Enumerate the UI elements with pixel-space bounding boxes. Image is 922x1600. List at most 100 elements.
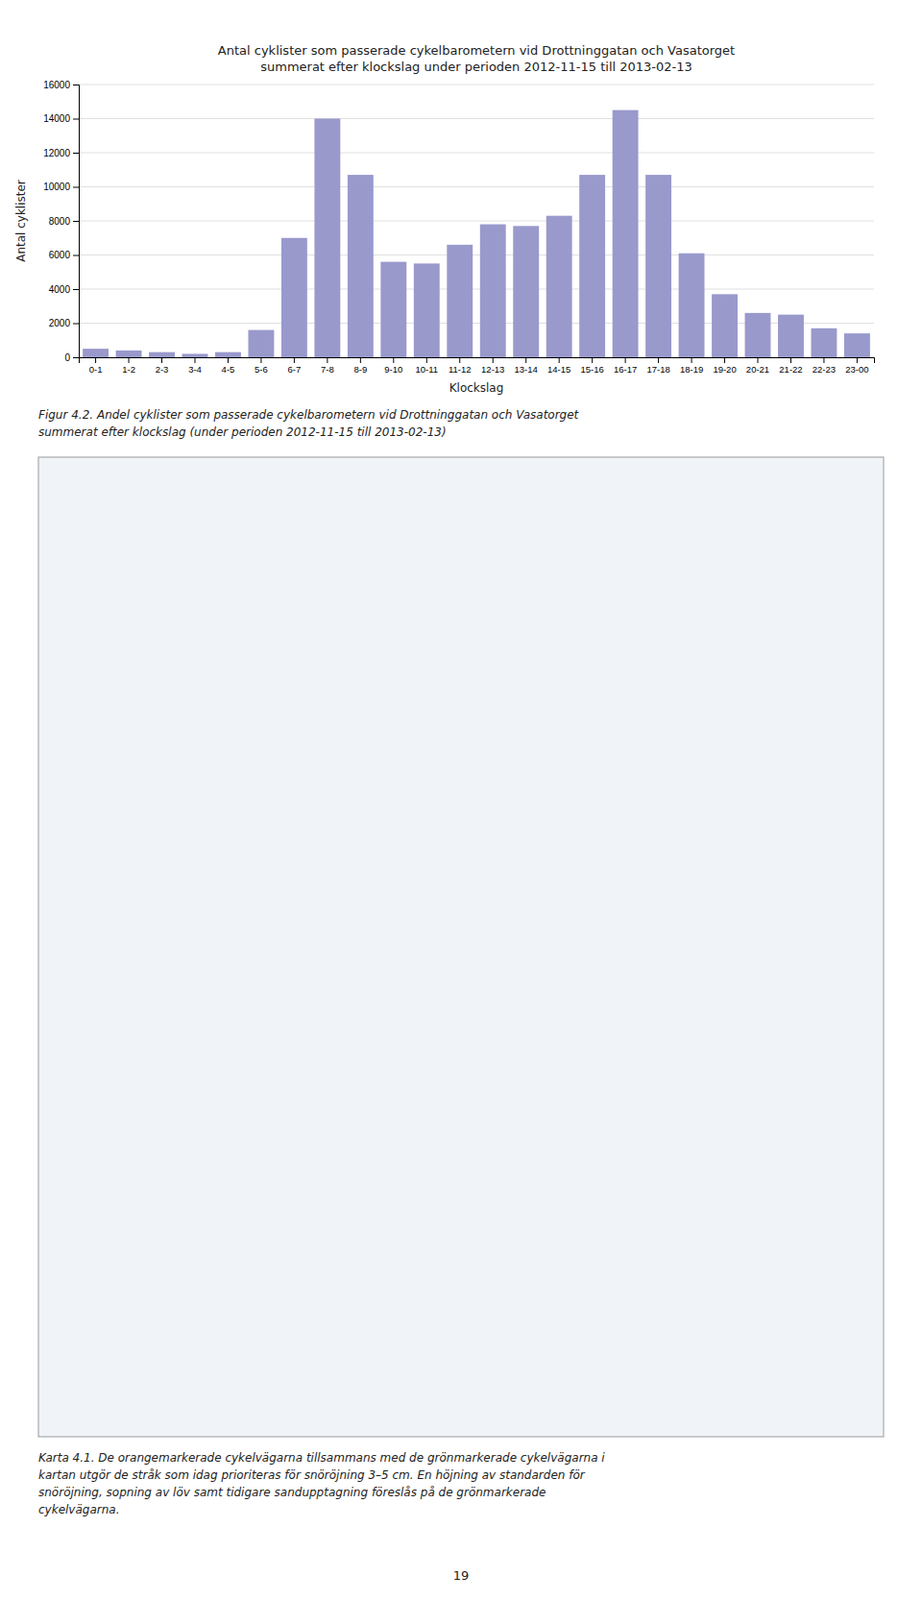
figure-caption-line: Figur 4.2. Andel cyklister som passerade…	[38, 408, 581, 422]
y-axis-line	[72, 85, 80, 359]
bar	[711, 293, 738, 358]
x-tick-label: 15-16	[580, 363, 604, 375]
x-tick: 7-8	[320, 357, 335, 375]
y-tick-mark	[72, 357, 79, 359]
x-tick-mark	[95, 357, 97, 364]
x-tick-mark	[293, 357, 295, 364]
page-number-line: 19	[453, 1568, 470, 1583]
x-tick: 2-3	[155, 357, 170, 375]
y-tick: 6000	[48, 249, 79, 261]
y-axis: 0 2000 4000 6000 8000 10000 12000 14000 16000	[43, 79, 79, 364]
x-tick-label: 20-21	[746, 363, 770, 375]
grid-line	[78, 289, 874, 291]
y-tick: 2000	[48, 317, 79, 329]
x-tick: 13-14	[514, 357, 538, 375]
y-tick: 8000	[48, 216, 79, 227]
x-tick-label: 5-6	[254, 363, 268, 375]
x-axis: 0-11-22-33-44-55-66-77-88-99-1010-1111-1…	[79, 357, 875, 375]
bar	[82, 348, 109, 358]
y-tick-label: 10000	[43, 181, 71, 193]
y-tick-mark	[72, 84, 79, 86]
y-tick-mark	[72, 255, 79, 257]
y-tick-mark	[72, 323, 79, 325]
x-tick-mark	[856, 357, 858, 364]
y-tick-label: 6000	[48, 249, 72, 261]
x-tick: 11-12	[448, 357, 472, 375]
y-tick-mark	[72, 187, 79, 189]
bar	[546, 216, 573, 358]
x-tick-mark	[194, 357, 195, 364]
bar	[480, 224, 507, 358]
bars	[82, 110, 871, 358]
page: Antal cyklister som passerade cykelbarom…	[0, 0, 922, 1600]
x-tick: 12-13	[481, 357, 505, 375]
y-tick-label: 14000	[43, 113, 71, 124]
x-tick-mark	[227, 357, 229, 364]
bar	[281, 238, 308, 358]
grid-line	[78, 186, 874, 188]
bar	[645, 174, 672, 358]
bar	[380, 262, 407, 358]
y-tick: 12000	[43, 147, 79, 159]
x-tick-label: 8-9	[353, 363, 367, 375]
x-tick-mark	[657, 357, 659, 364]
x-tick: 23-00	[845, 357, 869, 375]
bar	[612, 110, 639, 358]
x-tick-label: 4-5	[221, 363, 236, 375]
bar	[446, 244, 473, 358]
map-area	[38, 457, 884, 1437]
x-tick-mark	[757, 357, 759, 364]
bar	[182, 353, 209, 358]
y-tick-label: 0	[64, 352, 71, 364]
x-tick-label: 14-15	[547, 363, 571, 375]
x-tick-label: 10-11	[414, 363, 438, 375]
bar	[148, 352, 175, 358]
x-tick-label: 7-8	[320, 363, 335, 375]
y-tick: 16000	[43, 79, 79, 91]
x-tick-label: 22-23	[812, 363, 836, 375]
x-tick-mark	[724, 357, 726, 364]
x-tick-label: 2-3	[155, 363, 170, 375]
bar	[215, 352, 242, 358]
map-caption-line: snöröjning, sopning av löv samt tidigare…	[38, 1485, 546, 1500]
y-tick-label: 2000	[48, 317, 72, 329]
y-tick-mark	[72, 152, 79, 154]
grid-line	[78, 84, 874, 86]
x-tick-mark	[823, 357, 825, 364]
x-tick-mark	[260, 357, 262, 364]
chart-title-line: Antal cyklister som passerade cykelbarom…	[218, 43, 735, 58]
x-tick: 4-5	[221, 357, 236, 375]
bar	[579, 174, 606, 358]
x-tick-label: 13-14	[514, 363, 538, 375]
grid-line	[78, 254, 874, 256]
y-tick: 10000	[43, 181, 79, 193]
bar	[116, 350, 143, 358]
bar	[247, 330, 274, 358]
x-tick: 10-11	[414, 357, 438, 375]
x-tick: 22-23	[812, 357, 836, 375]
y-tick-mark	[72, 220, 79, 222]
map-caption-line: cykelvägarna.	[38, 1503, 121, 1517]
y-tick: 4000	[48, 284, 79, 295]
x-tick: 17-18	[646, 357, 670, 375]
x-tick-mark	[525, 357, 527, 364]
bar	[413, 263, 440, 358]
figure-caption-line: summerat efter klockslag (under perioden…	[38, 425, 447, 439]
x-tick-label: 21-22	[778, 363, 802, 375]
x-tick: 15-16	[580, 357, 604, 375]
x-tick-label: 3-4	[188, 363, 202, 375]
x-tick-mark	[426, 357, 428, 364]
x-tick: 9-10	[384, 357, 403, 375]
x-tick-mark	[591, 357, 593, 364]
map-caption-line: kartan utgör de stråk som idag prioriter…	[38, 1468, 586, 1482]
y-axis-title: Antal cyklister	[14, 179, 28, 263]
x-tick: 3-4	[188, 357, 202, 375]
x-tick-label: 6-7	[288, 363, 302, 375]
x-tick: 19-20	[712, 357, 736, 375]
x-tick-mark	[128, 357, 130, 364]
x-tick-label: 23-00	[845, 363, 869, 375]
y-tick: 14000	[43, 113, 79, 124]
bar	[347, 174, 374, 358]
figure-caption: Figur 4.2. Andel cyklister som passerade…	[38, 408, 581, 439]
x-tick: 21-22	[778, 357, 802, 375]
